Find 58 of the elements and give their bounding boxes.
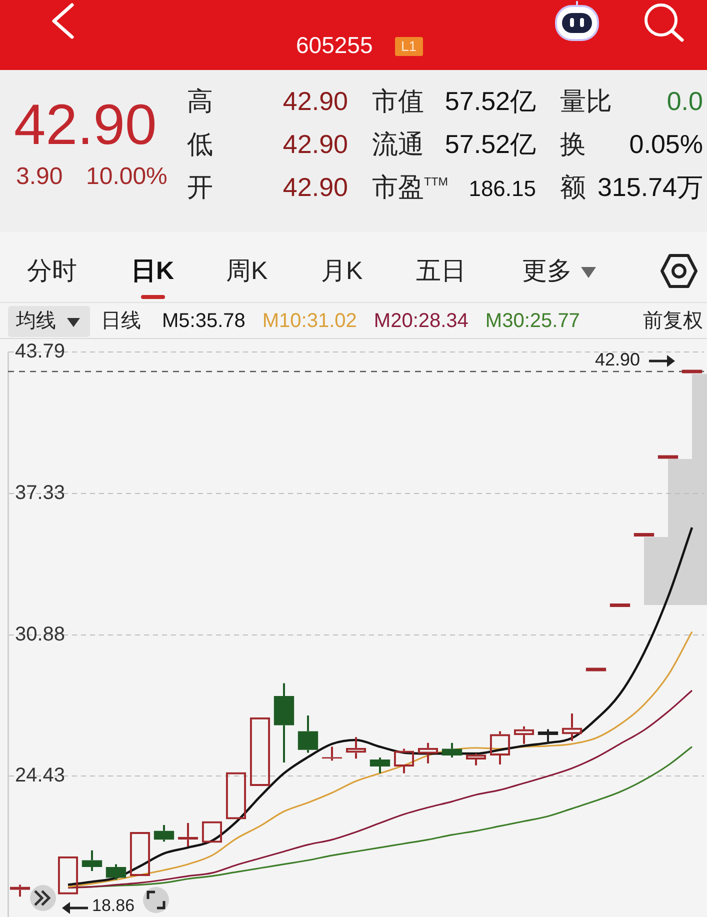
text: L1: [395, 37, 423, 56]
text: 低: [187, 129, 213, 160]
text: 日线: [101, 309, 141, 333]
text: 605255: [296, 32, 373, 60]
candlestick: [682, 370, 702, 374]
candlestick: [538, 728, 558, 745]
text: 42.90: [14, 93, 157, 157]
y-tick-label: 24.43: [15, 764, 66, 787]
candlestick: [610, 604, 630, 608]
text: 月K: [321, 256, 363, 286]
text: 0.0: [666, 86, 703, 118]
line-series: [66, 526, 694, 886]
text: 前复权: [643, 309, 703, 333]
text: M20:28.34: [374, 309, 468, 333]
text: M30:25.77: [485, 309, 580, 333]
text: 流通: [372, 129, 424, 160]
candlestick: [274, 682, 294, 764]
text: 市盈$^{TTM}$: [372, 172, 448, 204]
text: 量比: [560, 86, 612, 118]
text: 额: [560, 172, 586, 204]
text: 42.90: [282, 86, 348, 118]
annotation: 18.86: [92, 896, 135, 916]
candlestick: [442, 742, 462, 759]
text: 186.15: [468, 176, 536, 202]
text: M5:35.78: [162, 309, 246, 333]
y-tick-label: 30.88: [15, 623, 66, 646]
text: 0.05%: [629, 129, 703, 160]
candlestick: [658, 455, 678, 459]
text: 换: [560, 129, 586, 160]
text: 均线: [16, 309, 56, 333]
candlestick: [370, 756, 390, 774]
candlestick: [634, 532, 654, 536]
text: 高: [187, 86, 213, 118]
text: 更多: [522, 256, 572, 286]
line-series: [67, 630, 693, 888]
text: 五日: [416, 256, 466, 286]
y-tick-label: 43.79: [15, 340, 66, 363]
text: M10:31.02: [262, 309, 357, 333]
text: 57.52亿: [444, 86, 536, 118]
text: 3.90: [16, 163, 63, 192]
text: 日K: [131, 256, 174, 286]
text: 42.90: [282, 172, 348, 204]
text: 10.00%: [86, 163, 168, 192]
text: 57.52亿: [444, 129, 536, 160]
text: 周K: [226, 256, 268, 286]
candlestick: [298, 714, 318, 754]
candlestick: [154, 824, 174, 843]
text: 42.90: [282, 129, 348, 160]
candlestick: [586, 668, 606, 672]
candlestick: [106, 863, 126, 881]
text: 市值: [372, 86, 424, 118]
text: 315.74万: [597, 172, 703, 204]
line-series: [67, 690, 693, 888]
text: 开: [187, 172, 213, 204]
ref-line-label: 42.90: [594, 349, 640, 370]
text: 分时: [27, 256, 77, 286]
candlestick: [82, 849, 102, 872]
y-tick-label: 37.33: [15, 482, 66, 504]
